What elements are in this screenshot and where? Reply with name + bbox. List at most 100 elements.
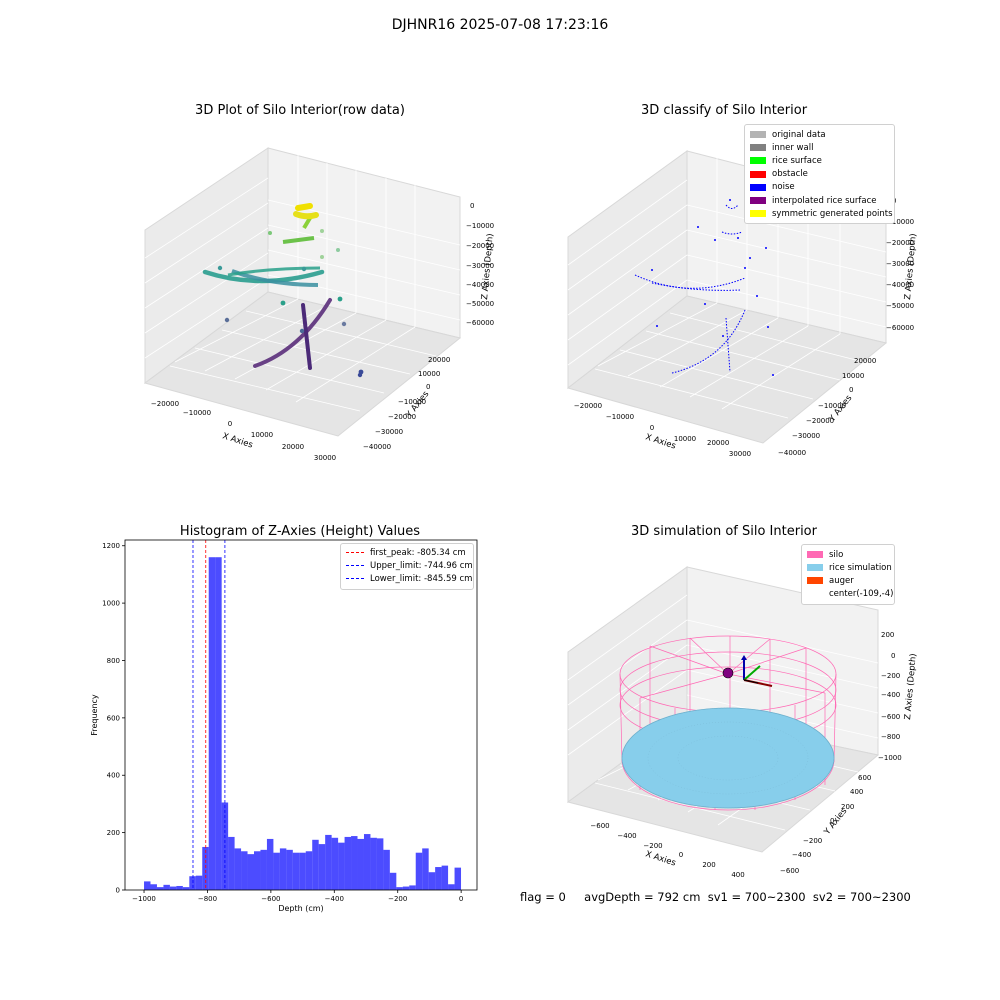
legend-item: auger [807,574,889,587]
classify-xtick: 0 [650,424,654,432]
classify-ztick: −60000 [886,324,914,332]
legend-item: original data [750,128,889,141]
simulation-ztick: −600 [881,713,900,721]
histogram-bar [286,849,293,890]
histogram-bar [363,834,371,890]
histogram-bar [266,838,274,890]
histogram-bar [292,852,300,890]
histogram-bar [228,836,235,890]
raw-ytick: 0 [426,383,430,391]
histogram-ylabel: Frequency [90,694,99,736]
legend-line-blue [346,578,364,580]
histogram-title: Histogram of Z-Axies (Height) Values [179,524,421,539]
raw-xtick: −20000 [151,400,179,408]
legend-item: symmetric generated points [750,207,893,220]
simulation-ytick: −200 [803,837,822,845]
legend-swatch [807,551,823,559]
simulation-xtick: 400 [731,871,744,879]
histogram-bar [402,886,410,890]
legend-line-blue [346,565,364,567]
raw-xlabel: X Axies [221,431,254,450]
histogram-xtick-label: −200 [388,895,407,903]
raw-ytick: −20000 [388,413,416,421]
figure-title: DJHNR16 2025-07-08 17:23:16 [391,17,609,33]
histogram-bar [344,836,352,890]
classify-ytick: 0 [849,386,853,394]
histogram-xtick-label: −400 [325,895,344,903]
simulation-plot-title: 3D simulation of Silo Interior [631,524,817,539]
simulation-ztick: −1000 [878,754,902,762]
simulation-3d-plot: −600 −400 −200 0 200 400 −600 −400 −200 … [566,566,919,879]
histogram-bar [428,872,436,890]
classify-ztick: −50000 [886,302,914,310]
histogram-ytick-label: 800 [107,657,120,665]
simulation-ztick: −200 [881,672,900,680]
classify-xtick: −10000 [606,413,634,421]
raw-ztick: −60000 [466,319,494,327]
classify-legend: original data inner wall rice surface ob… [744,124,895,225]
simulation-legend: silo rice simulation auger center(-109,-… [801,544,895,605]
histogram-bar [396,887,403,890]
simulation-xtick: −200 [643,842,662,850]
histogram-ytick-label: 1000 [102,600,120,608]
histogram-bar [254,851,261,890]
histogram-bar [454,867,462,890]
classify-ytick: −40000 [778,449,806,457]
legend-item: interpolated rice surface [750,194,889,207]
histogram-bar [357,838,364,890]
histogram-bar [156,887,164,890]
histogram-bar [422,848,429,890]
histogram-bar [415,852,423,890]
histogram-bar [273,852,280,890]
histogram-bar [163,884,170,890]
legend-item: Upper_limit: -744.96 cm [346,559,473,572]
histogram-bar [202,846,209,890]
classify-ytick: 10000 [842,372,864,380]
classify-ztick: −10000 [886,218,914,226]
simulation-zlabel: Z Axies (Depth) [903,653,919,720]
classify-ytick: 20000 [854,357,876,365]
simulation-ytick: 400 [850,788,863,796]
raw-ztick: −10000 [466,222,494,230]
simulation-xtick: 0 [679,851,683,859]
histogram-bar [441,865,449,890]
flag-text: flag = 0 [520,890,566,904]
raw-ztick: −40000 [466,281,494,289]
histogram-bar [448,884,455,890]
classify-xtick: 20000 [707,439,729,447]
histogram-ytick-label: 400 [107,772,120,780]
legend-item: inner wall [750,141,889,154]
legend-swatch [807,577,823,585]
legend-swatch [750,157,766,165]
simulation-ztick: −800 [881,733,900,741]
classify-xtick: −20000 [574,402,602,410]
histogram-bar [383,849,390,890]
simulation-ytick: 600 [858,774,871,782]
raw-xtick: 10000 [251,431,273,439]
simulation-ytick: −400 [792,851,811,859]
histogram-bar [389,872,397,890]
histogram-bar [325,834,332,890]
histogram-bar [370,837,377,890]
raw-ytick: −40000 [363,443,391,451]
simulation-xtick: 200 [702,861,715,869]
classify-xlabel: X Axies [644,432,677,451]
histogram-bar [150,884,157,890]
legend-item: center(-109,-4) [807,588,893,601]
legend-item: Lower_limit: -845.59 cm [346,572,472,585]
histogram-bar [338,842,345,890]
histogram-bar [176,885,183,890]
histogram-ytick-label: 600 [107,714,120,722]
histogram-bar [279,848,287,890]
classify-ztick: −20000 [886,239,914,247]
histogram-ytick-label: 1200 [102,542,120,550]
legend-swatch [750,183,766,191]
histogram-bar [331,837,339,890]
legend-line-red [346,552,364,554]
classify-xtick: 30000 [729,450,751,458]
histogram-legend: first_peak: -805.34 cm Upper_limit: -744… [340,543,474,590]
histogram-ytick-label: 0 [116,887,120,895]
simulation-ytick: −600 [780,867,799,875]
histogram-xtick-label: −800 [198,895,217,903]
legend-item: first_peak: -805.34 cm [346,546,468,559]
